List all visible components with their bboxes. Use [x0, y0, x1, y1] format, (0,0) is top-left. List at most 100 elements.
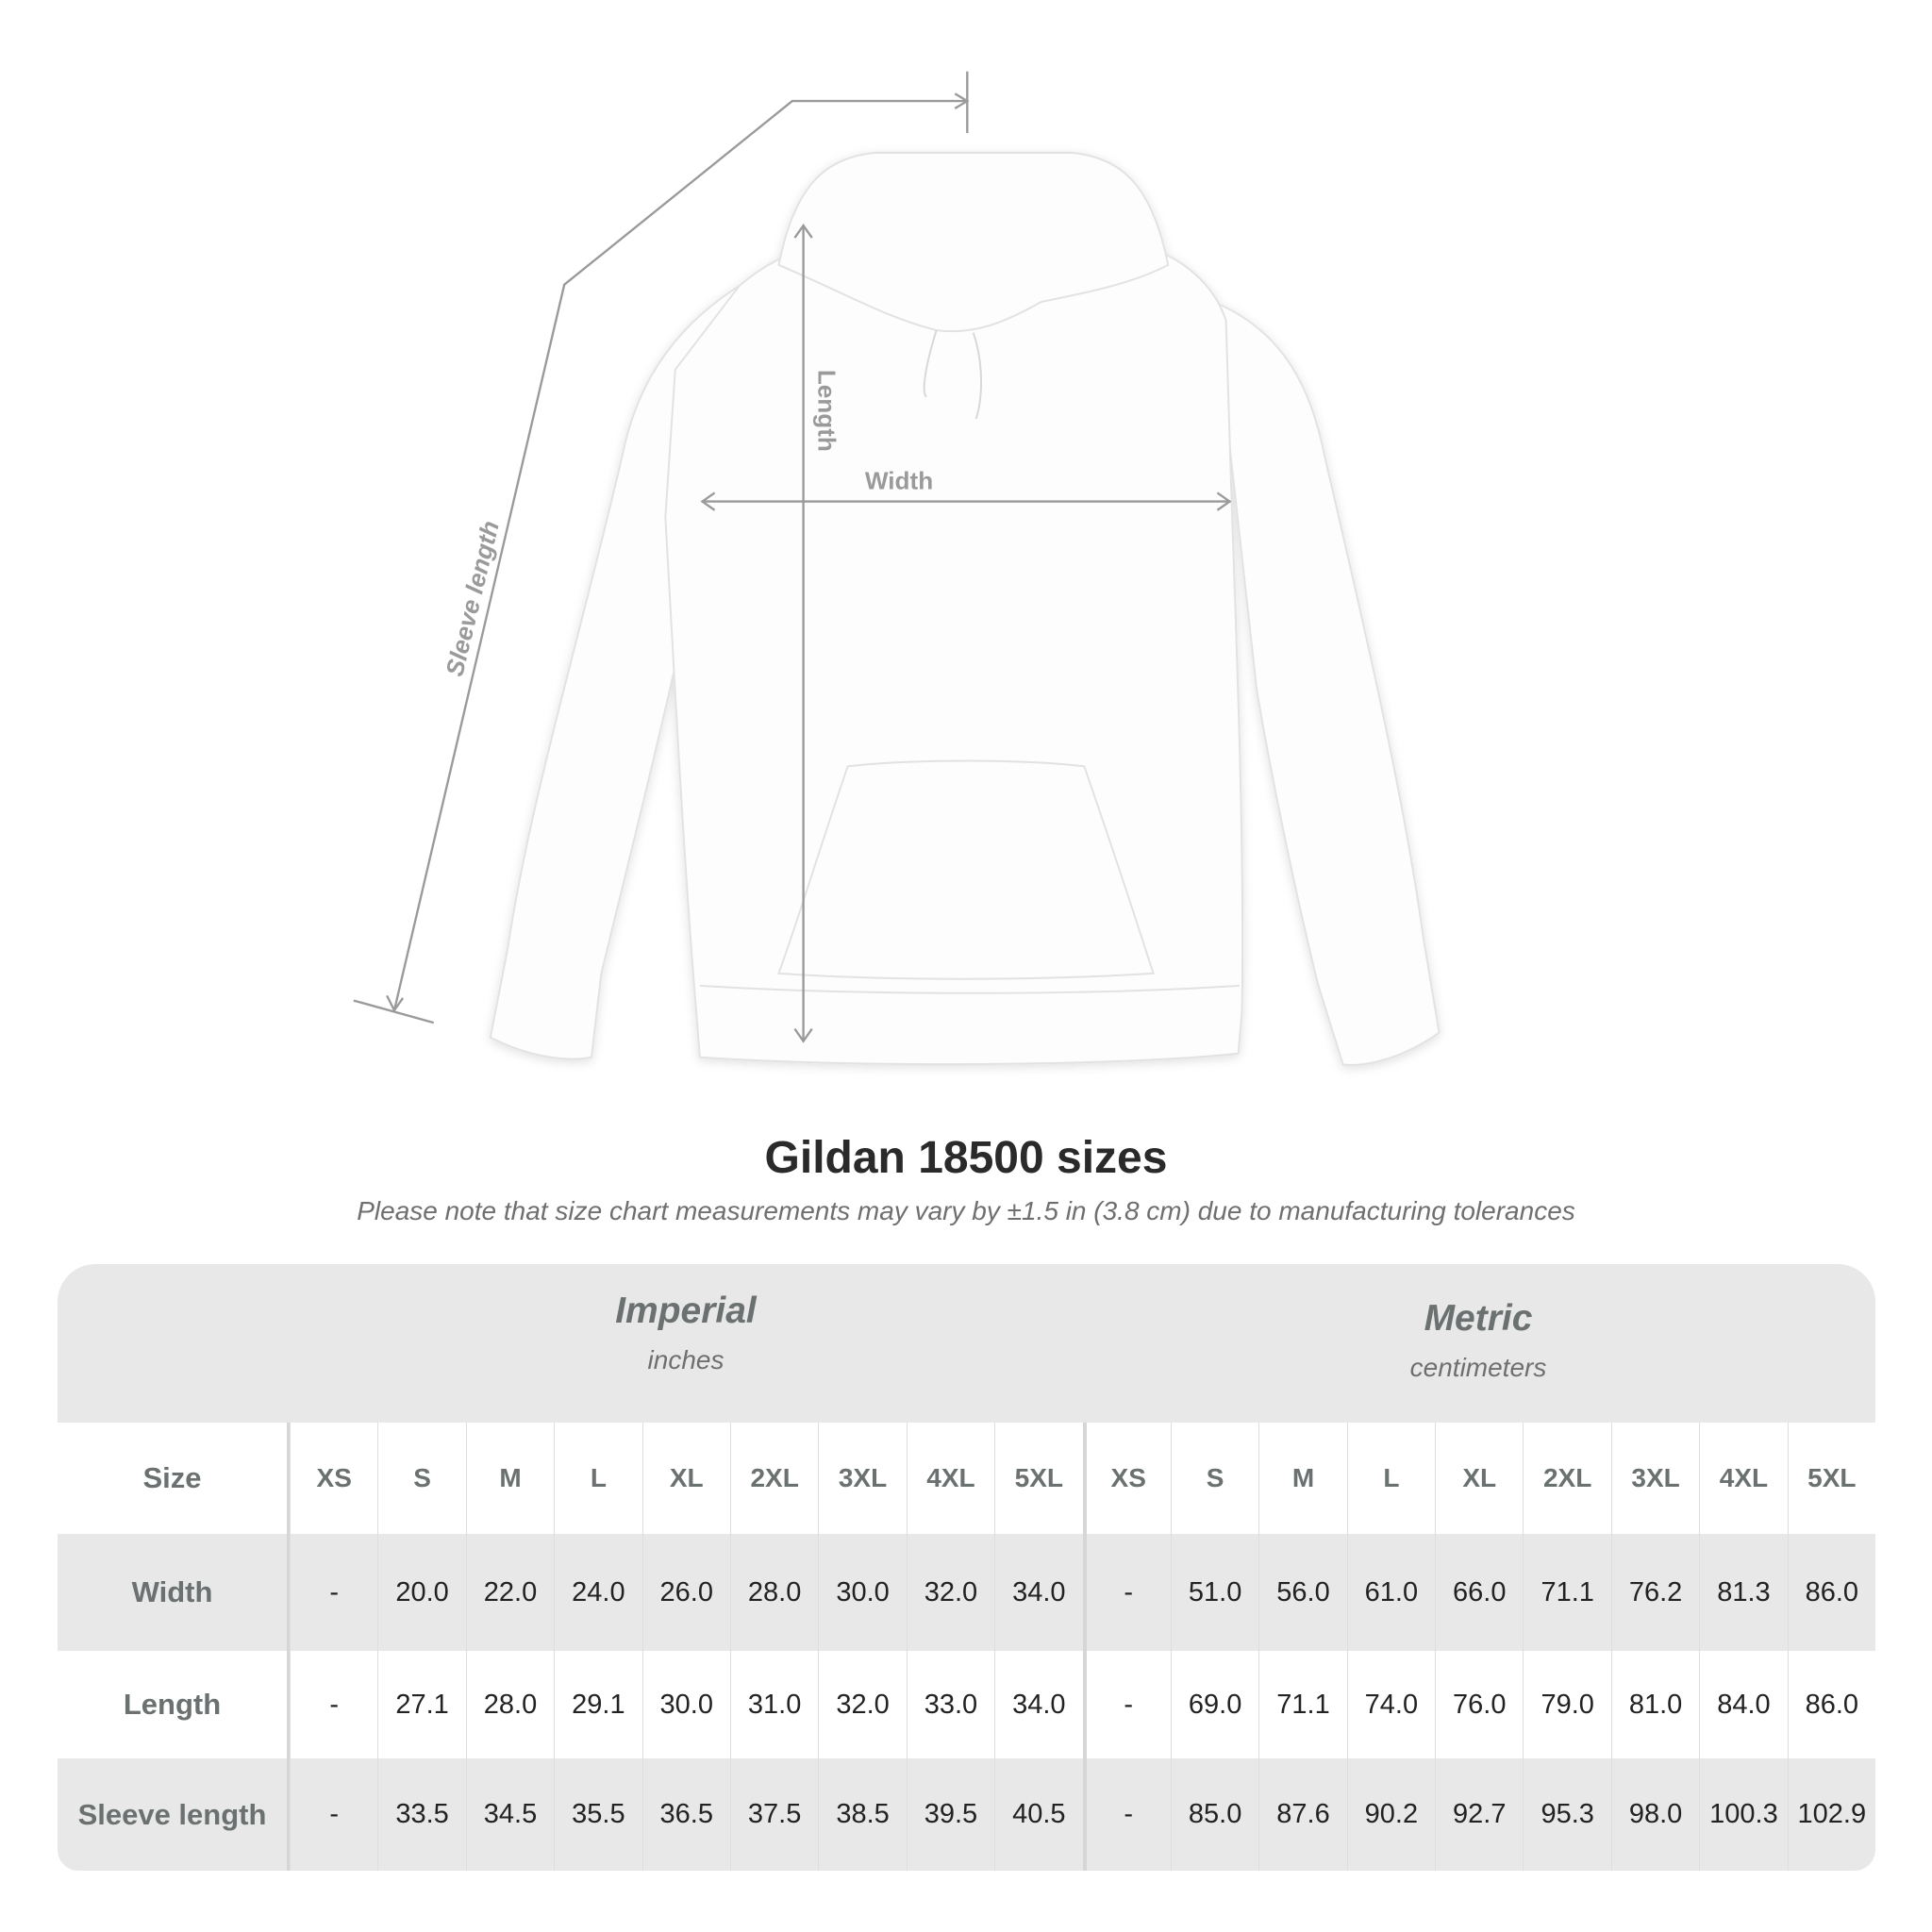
- hood: [777, 151, 1170, 333]
- metric-value-cell: 85.0: [1170, 1758, 1258, 1871]
- imperial-value-cell: 31.0: [729, 1651, 818, 1758]
- imperial-size-3xl: 3XL: [818, 1423, 906, 1534]
- metric-title: Metric: [1424, 1298, 1533, 1339]
- metric-value-cell: 81.3: [1699, 1534, 1787, 1651]
- metric-size-l: L: [1346, 1423, 1435, 1534]
- metric-value-cell: 98.0: [1610, 1758, 1699, 1871]
- metric-value-cell: 87.6: [1258, 1758, 1346, 1871]
- metric-value-cell: 84.0: [1699, 1651, 1787, 1758]
- metric-value-cell: 95.3: [1523, 1758, 1610, 1871]
- imperial-value-cell: 33.5: [377, 1758, 465, 1871]
- width-arrowheads: [700, 491, 1232, 511]
- sleeve-length-label: Sleeve length: [440, 518, 504, 679]
- metric-value-cell: -: [1082, 1534, 1171, 1651]
- imperial-value-cell: 32.0: [906, 1534, 994, 1651]
- size-chart-table: Imperial inches Metric centimeters Size X…: [58, 1264, 1875, 1871]
- table-row-length: Length -27.1 28.0 29.1 30.0 31.0 32.0 33.0 34.0-…: [58, 1651, 1875, 1758]
- table-row-sleeve-length: Sleeve length -33.5 34.5 35.5 36.5 37.5 38.5 39…: [58, 1758, 1875, 1871]
- metric-size-m: M: [1258, 1423, 1346, 1534]
- metric-value-cell: 61.0: [1346, 1534, 1435, 1651]
- metric-size-s: S: [1170, 1423, 1258, 1534]
- metric-size-3xl: 3XL: [1610, 1423, 1699, 1534]
- size-header-row: Size XS S M L XL 2XL 3XL 4XL 5XL XS S M L XL 2XL 3XL 4XL 5…: [58, 1423, 1875, 1534]
- hoodie-image: [489, 151, 1441, 1066]
- size-label: Size: [58, 1423, 290, 1534]
- length-arrowheads: [793, 223, 813, 1043]
- imperial-size-4xl: 4XL: [906, 1423, 994, 1534]
- metric-value-cell: 71.1: [1523, 1534, 1610, 1651]
- page-title: Gildan 18500 sizes: [764, 1133, 1168, 1183]
- kangaroo-pocket: [777, 759, 1155, 980]
- metric-value-cell: 51.0: [1170, 1534, 1258, 1651]
- metric-value-cell: 90.2: [1346, 1758, 1435, 1871]
- imperial-size-5xl: 5XL: [994, 1423, 1082, 1534]
- imperial-value-cell: -: [290, 1651, 377, 1758]
- imperial-value-cell: 28.0: [465, 1651, 554, 1758]
- imperial-value-cell: 37.5: [729, 1758, 818, 1871]
- drawstring: [923, 329, 982, 420]
- metric-value-cell: 81.0: [1610, 1651, 1699, 1758]
- metric-unit: centimeters: [1409, 1353, 1547, 1382]
- right-sleeve: [1212, 300, 1441, 1066]
- metric-value-cell: -: [1082, 1651, 1171, 1758]
- measurement-lines: [353, 71, 1232, 1043]
- imperial-size-s: S: [377, 1423, 465, 1534]
- row-label: Width: [58, 1534, 290, 1651]
- imperial-group-header: Imperial inches: [290, 1291, 1082, 1375]
- metric-size-5xl: 5XL: [1787, 1423, 1875, 1534]
- imperial-value-cell: 34.0: [994, 1534, 1082, 1651]
- metric-value-cell: 102.9: [1787, 1758, 1875, 1871]
- row-label: Length: [58, 1651, 290, 1758]
- imperial-value-cell: 30.0: [818, 1534, 906, 1651]
- imperial-size-m: M: [465, 1423, 554, 1534]
- metric-value-cell: 79.0: [1523, 1651, 1610, 1758]
- imperial-value-cell: 40.5: [994, 1758, 1082, 1871]
- sleeve-arrowheads: [386, 92, 970, 1013]
- imperial-value-cell: 36.5: [641, 1758, 730, 1871]
- metric-value-cell: 56.0: [1258, 1534, 1346, 1651]
- imperial-size-l: L: [554, 1423, 641, 1534]
- imperial-value-cell: 20.0: [377, 1534, 465, 1651]
- hem-band: [699, 984, 1241, 994]
- imperial-value-cell: 38.5: [818, 1758, 906, 1871]
- metric-value-cell: 71.1: [1258, 1651, 1346, 1758]
- length-label: Length: [812, 370, 841, 452]
- imperial-value-cell: 32.0: [818, 1651, 906, 1758]
- metric-value-cell: 74.0: [1346, 1651, 1435, 1758]
- imperial-title: Imperial: [615, 1291, 757, 1331]
- metric-value-cell: 76.2: [1610, 1534, 1699, 1651]
- metric-size-2xl: 2XL: [1523, 1423, 1610, 1534]
- imperial-size-xl: XL: [641, 1423, 730, 1534]
- metric-value-cell: 66.0: [1435, 1534, 1523, 1651]
- sleeve-length-line: [392, 99, 968, 1011]
- metric-size-xs: XS: [1082, 1423, 1171, 1534]
- imperial-value-cell: 35.5: [554, 1758, 641, 1871]
- imperial-value-cell: 30.0: [641, 1651, 730, 1758]
- table-row-width: Width -20.0 22.0 24.0 26.0 28.0 30.0 32.0 34.0-5…: [58, 1534, 1875, 1651]
- metric-size-xl: XL: [1435, 1423, 1523, 1534]
- metric-value-cell: 100.3: [1699, 1758, 1787, 1871]
- row-label: Sleeve length: [58, 1758, 290, 1871]
- imperial-value-cell: 39.5: [906, 1758, 994, 1871]
- metric-size-4xl: 4XL: [1699, 1423, 1787, 1534]
- metric-value-cell: 92.7: [1435, 1758, 1523, 1871]
- imperial-size-2xl: 2XL: [729, 1423, 818, 1534]
- imperial-value-cell: -: [290, 1758, 377, 1871]
- metric-value-cell: 86.0: [1787, 1651, 1875, 1758]
- imperial-value-cell: 27.1: [377, 1651, 465, 1758]
- metric-value-cell: 69.0: [1170, 1651, 1258, 1758]
- imperial-value-cell: 26.0: [641, 1534, 730, 1651]
- imperial-value-cell: 33.0: [906, 1651, 994, 1758]
- imperial-size-xs: XS: [290, 1423, 377, 1534]
- imperial-value-cell: 29.1: [554, 1651, 641, 1758]
- imperial-unit: inches: [647, 1345, 724, 1374]
- metric-value-cell: -: [1082, 1758, 1171, 1871]
- width-label: Width: [865, 467, 933, 495]
- tolerance-note: Please note that size chart measurements…: [357, 1196, 1575, 1225]
- metric-value-cell: 76.0: [1435, 1651, 1523, 1758]
- imperial-value-cell: 34.5: [465, 1758, 554, 1871]
- imperial-value-cell: 28.0: [729, 1534, 818, 1651]
- metric-value-cell: 86.0: [1787, 1534, 1875, 1651]
- imperial-value-cell: 34.0: [994, 1651, 1082, 1758]
